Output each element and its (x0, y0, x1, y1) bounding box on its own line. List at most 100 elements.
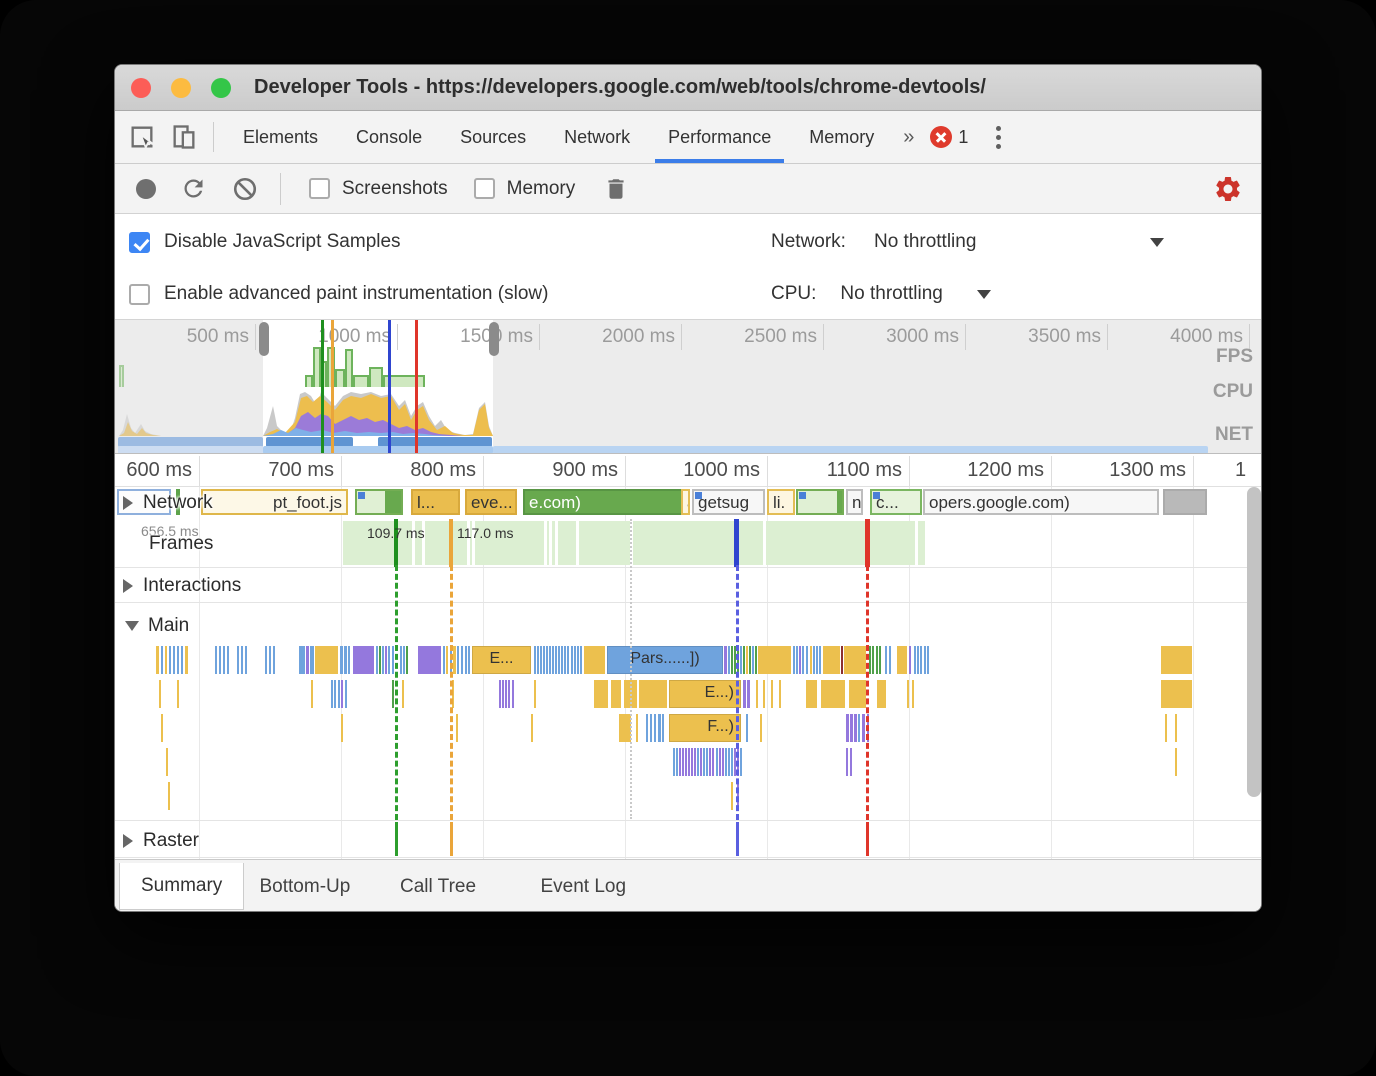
screenshots-checkbox-row[interactable]: Screenshots (309, 178, 448, 200)
flame-event[interactable] (703, 748, 705, 776)
flame-event[interactable] (446, 646, 448, 674)
frames-track-label[interactable]: Frames (149, 533, 213, 555)
details-tab-call-tree[interactable]: Call Tree (400, 875, 477, 897)
tab-console[interactable]: Console (356, 126, 423, 147)
flame-event[interactable] (338, 680, 340, 708)
flame-event[interactable] (679, 748, 681, 776)
flame-event[interactable] (574, 646, 576, 674)
flame-event[interactable] (722, 748, 724, 776)
flame-event[interactable] (734, 748, 736, 776)
flame-event[interactable] (540, 646, 542, 674)
devtools-menu-button[interactable] (996, 125, 1002, 149)
details-tab-bottom-up[interactable]: Bottom-Up (259, 875, 351, 897)
flame-event[interactable] (403, 646, 405, 674)
network-request-bar[interactable]: opers.google.com) (923, 489, 1159, 515)
flame-event[interactable] (245, 646, 247, 674)
flame-event[interactable] (571, 646, 573, 674)
flame-event[interactable] (241, 646, 243, 674)
console-error-badge[interactable]: 1 (930, 126, 968, 148)
flame-event[interactable] (169, 646, 171, 674)
flame-event[interactable] (418, 646, 441, 674)
vertical-scrollbar-thumb[interactable] (1247, 487, 1261, 797)
flame-event[interactable] (813, 646, 815, 674)
selection-drag-handle[interactable] (259, 322, 269, 356)
flame-event[interactable] (552, 646, 554, 674)
frames-band[interactable] (343, 521, 925, 565)
memory-checkbox[interactable] (473, 178, 495, 199)
flame-event[interactable] (567, 646, 569, 674)
flame-event[interactable] (159, 680, 161, 708)
disable-js-samples-checkbox[interactable] (129, 231, 150, 253)
flame-event[interactable] (166, 748, 168, 776)
cpu-throttle-dropdown-icon[interactable] (976, 289, 991, 299)
flame-event[interactable] (580, 646, 582, 674)
memory-checkbox-row[interactable]: Memory (473, 178, 575, 200)
flame-event[interactable] (749, 646, 751, 674)
minimize-window-button[interactable] (171, 78, 191, 98)
flame-event[interactable] (743, 646, 745, 674)
main-track-label[interactable]: Main (125, 615, 189, 637)
flame-event[interactable]: Pars......]) (607, 646, 723, 674)
flame-event[interactable] (161, 646, 163, 674)
flame-event[interactable] (584, 646, 605, 674)
flame-event[interactable] (1161, 680, 1192, 708)
flame-event[interactable] (700, 748, 702, 776)
flame-event[interactable] (177, 680, 179, 708)
raster-track-label[interactable]: Raster (123, 830, 199, 852)
network-request-bar[interactable]: eve... (465, 489, 517, 515)
flame-event[interactable] (555, 646, 557, 674)
flame-event[interactable] (310, 646, 314, 674)
flame-event[interactable] (844, 646, 866, 674)
flame-event[interactable] (461, 646, 463, 674)
flame-event[interactable] (912, 680, 914, 708)
flame-event[interactable] (161, 714, 163, 742)
flame-event[interactable] (388, 646, 390, 674)
flame-event[interactable] (869, 646, 871, 674)
flame-event[interactable] (927, 646, 929, 674)
flame-event[interactable] (779, 680, 781, 708)
timeline-detail-body[interactable]: pt_foot.js l... eve... e.com) agetsug li. ns c.… (115, 487, 1261, 859)
flame-event[interactable] (728, 646, 730, 674)
flame-event[interactable] (907, 680, 909, 708)
flame-event[interactable] (747, 680, 750, 708)
more-tabs-button[interactable]: » (903, 125, 915, 148)
network-request-bar[interactable] (1163, 489, 1207, 515)
flame-event[interactable] (846, 748, 848, 776)
flame-event[interactable] (392, 680, 394, 708)
flame-event[interactable] (1175, 714, 1177, 742)
flame-event[interactable] (731, 782, 733, 810)
flame-event[interactable] (306, 646, 309, 674)
flame-event[interactable] (181, 646, 183, 674)
flame-event[interactable] (688, 748, 690, 776)
flame-event[interactable] (453, 646, 456, 674)
flame-event[interactable] (716, 748, 718, 776)
flame-event[interactable] (177, 646, 179, 674)
flame-event[interactable] (816, 646, 818, 674)
flame-event[interactable]: E...) (669, 680, 741, 708)
flame-event[interactable]: E... (472, 646, 531, 674)
flame-event[interactable] (821, 680, 845, 708)
flame-event[interactable] (315, 646, 338, 674)
tab-performance[interactable]: Performance (649, 111, 790, 163)
network-request-bar[interactable]: li. (767, 489, 795, 515)
flame-event[interactable] (849, 680, 866, 708)
flame-event[interactable] (740, 646, 742, 674)
flame-event[interactable] (402, 680, 404, 708)
flame-event[interactable] (793, 646, 795, 674)
flame-event[interactable] (712, 748, 714, 776)
flame-event[interactable] (299, 646, 305, 674)
trash-icon[interactable] (601, 174, 631, 204)
flame-event[interactable] (400, 646, 402, 674)
flame-event[interactable] (534, 646, 536, 674)
flame-event[interactable] (564, 646, 566, 674)
flame-event[interactable] (227, 646, 229, 674)
flame-event[interactable] (340, 646, 343, 674)
flame-event[interactable] (746, 646, 748, 674)
flame-event[interactable] (760, 714, 762, 742)
flame-event[interactable] (505, 680, 507, 708)
network-request-bar[interactable]: e.com) (523, 489, 685, 515)
flame-event[interactable] (1161, 646, 1192, 674)
flame-event[interactable] (173, 646, 175, 674)
flame-event[interactable] (841, 646, 843, 674)
flame-event[interactable] (763, 680, 765, 708)
